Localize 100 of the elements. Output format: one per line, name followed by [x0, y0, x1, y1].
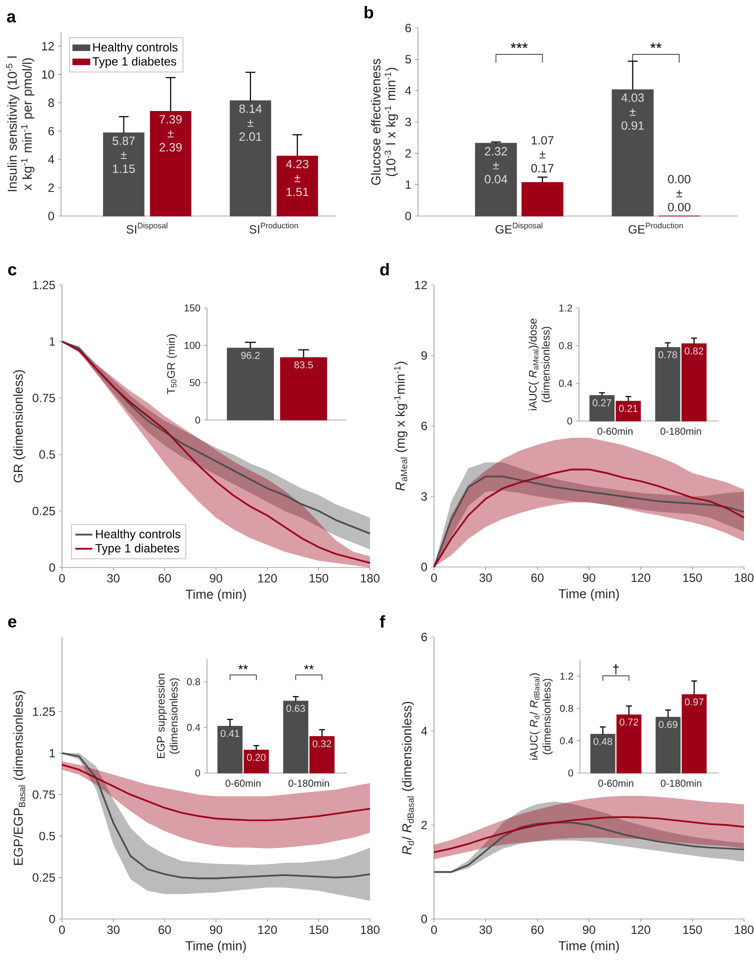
- x-tick-label: $\mathrm{SI}^{\mathrm{Production}}$: [250, 222, 298, 234]
- legend-label: Healthy controls: [93, 42, 178, 54]
- data-label: 4.23 ± 1.51: [286, 160, 308, 196]
- y-tick-label: 0: [49, 563, 56, 572]
- y-tick-label: 6: [421, 422, 427, 430]
- chart-title: b: [364, 6, 374, 18]
- x-tick-label: 60: [158, 926, 171, 934]
- x-tick-label: 0-180min: [660, 428, 701, 435]
- chart-title: f: [380, 615, 386, 628]
- data-label: 7.39 ± 2.39: [160, 115, 182, 152]
- chart-title: d: [380, 263, 389, 276]
- x-tick-label: 0-60min: [598, 428, 632, 435]
- annotation: ***: [510, 42, 528, 48]
- x-axis-title: Time (min): [558, 940, 619, 953]
- x-tick-label: 60: [531, 574, 544, 582]
- data-label: 0.20: [246, 754, 266, 761]
- y-tick-label: 1: [50, 749, 55, 758]
- y-tick-label: 2: [405, 149, 411, 158]
- x-tick-label: 90: [210, 926, 222, 934]
- y-tick-label: 2: [421, 820, 427, 830]
- x-tick-label: 180: [734, 574, 754, 582]
- y-tick-label: 6: [48, 126, 54, 136]
- x-tick-label: 0: [59, 926, 65, 934]
- data-label: 0.82: [684, 347, 704, 355]
- chart-title: c: [8, 266, 16, 276]
- data-label: 0.72: [620, 718, 638, 726]
- y-tick-label: 0.25: [32, 873, 55, 882]
- x-tick-label: 90: [582, 926, 596, 934]
- y-axis-title: GR (dimensionless): [13, 370, 26, 482]
- data-label: 0.69: [658, 721, 678, 728]
- y-tick-label: 1: [406, 180, 411, 189]
- data-label: 0.41: [220, 730, 240, 738]
- data-label: 8.14 ± 2.01: [239, 104, 262, 141]
- y-tick-label: 0.5: [39, 832, 55, 840]
- y-tick-label: 10: [42, 70, 54, 79]
- x-tick-label: 150: [310, 926, 328, 934]
- y-axis-title: EGP suppression (dimensionless): [156, 674, 180, 758]
- y-tick-label: 0.4: [560, 737, 574, 744]
- x-tick-label: 120: [632, 926, 650, 934]
- x-tick-label: 30: [107, 574, 120, 582]
- x-tick-label: 120: [258, 926, 277, 934]
- y-axis-title: T$_{50}$GR (min): [166, 334, 178, 394]
- x-tick-label: 90: [582, 574, 596, 582]
- x-tick-label: $\mathrm{SI}^{\mathrm{Disposal}}$: [126, 222, 168, 234]
- y-tick-label: 4: [421, 726, 428, 736]
- y-tick-label: 0.8: [187, 678, 200, 686]
- data-label: 4.03 ± 0.91: [621, 93, 644, 130]
- y-tick-label: 3: [421, 492, 427, 501]
- x-axis-title: Time (min): [558, 588, 619, 601]
- x-tick-label: 0-60min: [226, 780, 260, 787]
- x-axis-title: Time (min): [186, 589, 246, 602]
- chart-title: a: [7, 13, 16, 22]
- x-tick-label: 30: [107, 926, 120, 934]
- data-label: 0.97: [684, 698, 704, 706]
- y-tick-label: 1.2: [560, 672, 573, 680]
- y-tick-label: 0.4: [187, 724, 200, 731]
- y-tick-label: 4: [405, 86, 412, 95]
- legend-label: Type 1 diabetes: [95, 544, 180, 555]
- y-tick-label: 0: [405, 212, 412, 220]
- data-label: 5.87 ± 1.15: [112, 136, 135, 173]
- x-tick-label: 90: [210, 574, 222, 582]
- y-tick-label: 0: [195, 769, 200, 777]
- y-tick-label: 6: [405, 24, 411, 32]
- data-label: 0.32: [312, 740, 332, 748]
- data-label: 0.21: [619, 404, 638, 412]
- y-tick-label: 0.8: [560, 704, 574, 712]
- x-tick-label: 0-180min: [660, 780, 702, 787]
- y-tick-label: 0: [567, 417, 572, 425]
- x-tick-label: 60: [531, 926, 544, 934]
- x-tick-label: 30: [479, 926, 492, 934]
- y-tick-label: 2: [48, 184, 54, 192]
- data-label: 83.5: [294, 361, 313, 368]
- x-tick-label: 180: [360, 574, 380, 582]
- x-tick-label: 30: [479, 574, 492, 582]
- x-tick-label: 120: [258, 574, 277, 582]
- y-tick-label: 0.75: [32, 394, 55, 402]
- y-tick-label: 1: [50, 337, 55, 346]
- x-tick-label: 60: [158, 574, 171, 582]
- y-tick-label: 0: [48, 212, 54, 220]
- data-label: 2.32 ± 0.04: [484, 147, 508, 184]
- y-tick-label: 4: [48, 155, 54, 164]
- y-tick-label: 9: [421, 351, 427, 360]
- y-tick-label: 100: [184, 342, 200, 349]
- annotation: †: [613, 664, 619, 675]
- x-tick-label: 0-60min: [598, 780, 634, 787]
- x-tick-label: 180: [360, 926, 380, 934]
- y-axis-title: R$_{d}$/ R$_{dBasal}$ (dimensionless): [402, 702, 414, 855]
- x-tick-label: 0-180min: [288, 780, 329, 787]
- data-label: 0.78: [658, 351, 677, 358]
- y-tick-label: 150: [184, 304, 200, 312]
- y-tick-label: 0.25: [32, 506, 55, 516]
- y-tick-label: 8: [48, 98, 54, 107]
- y-tick-label: 1.2: [559, 304, 572, 312]
- y-tick-label: 5: [405, 55, 411, 64]
- y-tick-label: 3: [405, 118, 411, 126]
- annotation: **: [650, 42, 662, 48]
- x-axis-title: Time (min): [186, 940, 246, 953]
- y-tick-label: 0: [421, 562, 428, 572]
- y-tick-label: 0: [421, 914, 428, 924]
- annotation: **: [238, 664, 248, 670]
